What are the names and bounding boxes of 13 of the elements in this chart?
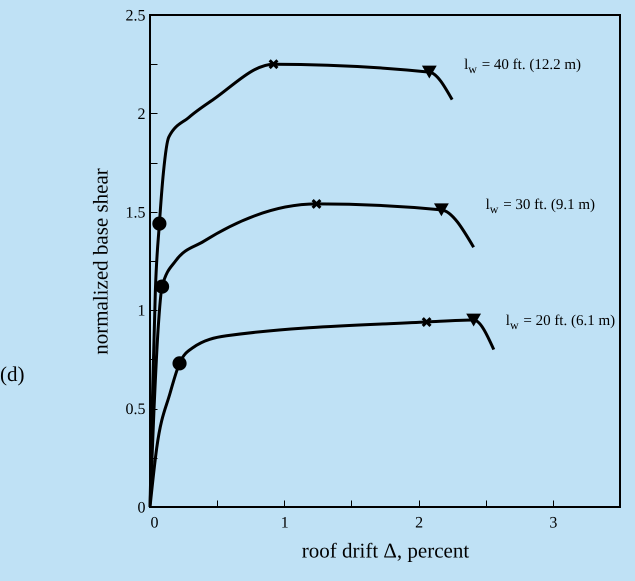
x-axis-title: roof drift Δ, percent: [302, 538, 470, 562]
y-tick-label: 0: [138, 500, 146, 516]
y-tick-label: 1.5: [126, 204, 146, 222]
x-tick-label: 0: [150, 514, 158, 532]
y-tick-label: 2: [138, 106, 146, 123]
text: (d): [0, 362, 24, 386]
y-tick-label: 1: [138, 302, 146, 320]
y-tick-label: 2.5: [126, 8, 146, 24]
y-axis-title: normalized base shear: [88, 168, 112, 355]
x-tick-label: 3: [549, 514, 558, 532]
y-tick-label: 0.5: [126, 401, 146, 418]
x-tick-label: 2: [415, 514, 424, 532]
x-tick-label: 1: [280, 514, 289, 532]
